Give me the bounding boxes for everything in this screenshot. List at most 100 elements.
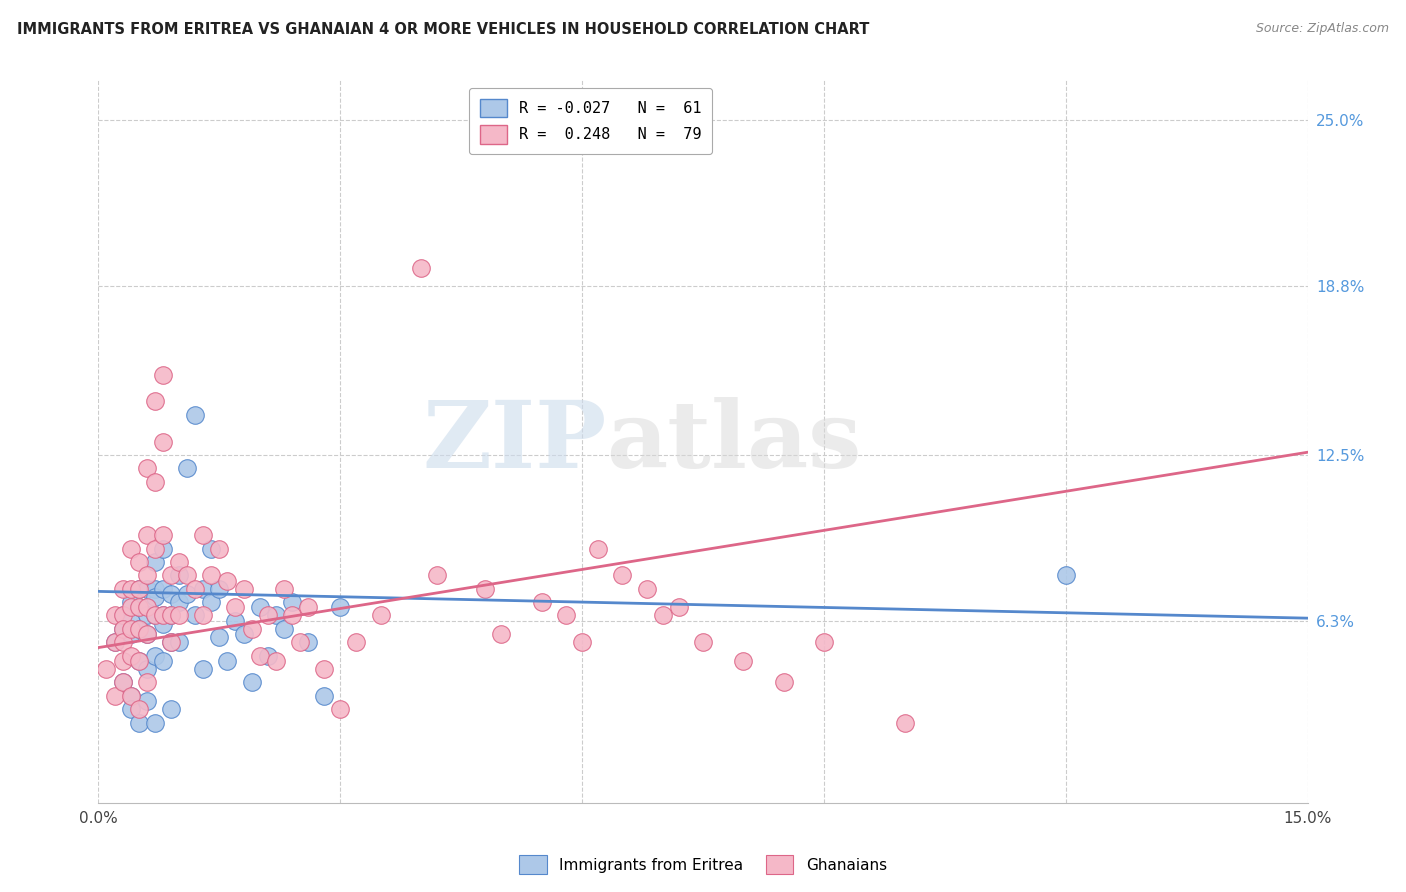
Point [111, 635, 134, 649]
Point [249, 600, 271, 615]
Point [103, 635, 125, 649]
Point [160, 608, 183, 623]
Point [491, 627, 513, 641]
Point [297, 635, 319, 649]
Point [135, 694, 157, 708]
Point [103, 635, 125, 649]
Point [329, 600, 352, 615]
Point [160, 635, 183, 649]
Point [120, 622, 142, 636]
Point [571, 635, 593, 649]
Point [135, 600, 157, 615]
Point [128, 702, 150, 716]
Point [111, 608, 134, 623]
Point [152, 654, 174, 668]
Point [288, 635, 311, 649]
Point [329, 702, 352, 716]
Point [111, 608, 134, 623]
Point [1054, 568, 1077, 582]
Point [135, 582, 157, 596]
Point [152, 616, 174, 631]
Point [772, 675, 794, 690]
Point [193, 608, 215, 623]
Point [120, 648, 142, 663]
Point [200, 595, 222, 609]
Point [143, 555, 166, 569]
Point [143, 648, 166, 663]
Point [152, 608, 174, 623]
Point [281, 595, 304, 609]
Point [128, 654, 150, 668]
Legend: R = -0.027   N =  61, R =  0.248   N =  79: R = -0.027 N = 61, R = 0.248 N = 79 [468, 88, 713, 154]
Point [409, 260, 432, 275]
Point [249, 648, 271, 663]
Point [120, 582, 142, 596]
Point [135, 627, 157, 641]
Point [208, 541, 231, 556]
Point [103, 689, 125, 703]
Point [128, 622, 150, 636]
Point [143, 715, 166, 730]
Point [193, 528, 215, 542]
Point [281, 608, 304, 623]
Point [135, 608, 157, 623]
Point [612, 568, 634, 582]
Point [111, 622, 134, 636]
Point [636, 582, 658, 596]
Point [135, 528, 157, 542]
Point [273, 622, 295, 636]
Point [193, 662, 215, 676]
Point [143, 475, 166, 489]
Point [128, 555, 150, 569]
Point [128, 654, 150, 668]
Point [160, 568, 183, 582]
Point [297, 600, 319, 615]
Legend: Immigrants from Eritrea, Ghanaians: Immigrants from Eritrea, Ghanaians [513, 849, 893, 880]
Text: ZIP: ZIP [422, 397, 606, 486]
Point [651, 608, 673, 623]
Point [135, 568, 157, 582]
Point [668, 600, 690, 615]
Point [314, 689, 336, 703]
Point [273, 582, 295, 596]
Point [120, 600, 142, 615]
Point [474, 582, 496, 596]
Point [256, 608, 278, 623]
Point [217, 574, 239, 588]
Point [160, 635, 183, 649]
Point [160, 702, 183, 716]
Point [111, 675, 134, 690]
Point [370, 608, 392, 623]
Text: Source: ZipAtlas.com: Source: ZipAtlas.com [1256, 22, 1389, 36]
Point [167, 555, 190, 569]
Point [264, 608, 287, 623]
Point [167, 608, 190, 623]
Point [200, 568, 222, 582]
Point [111, 622, 134, 636]
Point [128, 715, 150, 730]
Point [167, 595, 190, 609]
Point [555, 608, 578, 623]
Point [152, 434, 174, 449]
Text: IMMIGRANTS FROM ERITREA VS GHANAIAN 4 OR MORE VEHICLES IN HOUSEHOLD CORRELATION : IMMIGRANTS FROM ERITREA VS GHANAIAN 4 OR… [17, 22, 869, 37]
Point [152, 608, 174, 623]
Point [135, 662, 157, 676]
Point [128, 582, 150, 596]
Point [135, 627, 157, 641]
Point [143, 608, 166, 623]
Point [111, 675, 134, 690]
Point [426, 568, 449, 582]
Point [135, 600, 157, 615]
Point [240, 622, 263, 636]
Point [256, 648, 278, 663]
Point [160, 608, 183, 623]
Point [120, 702, 142, 716]
Point [152, 541, 174, 556]
Point [111, 654, 134, 668]
Point [733, 654, 755, 668]
Point [224, 600, 246, 615]
Point [152, 368, 174, 382]
Point [208, 630, 231, 644]
Point [200, 541, 222, 556]
Point [586, 541, 609, 556]
